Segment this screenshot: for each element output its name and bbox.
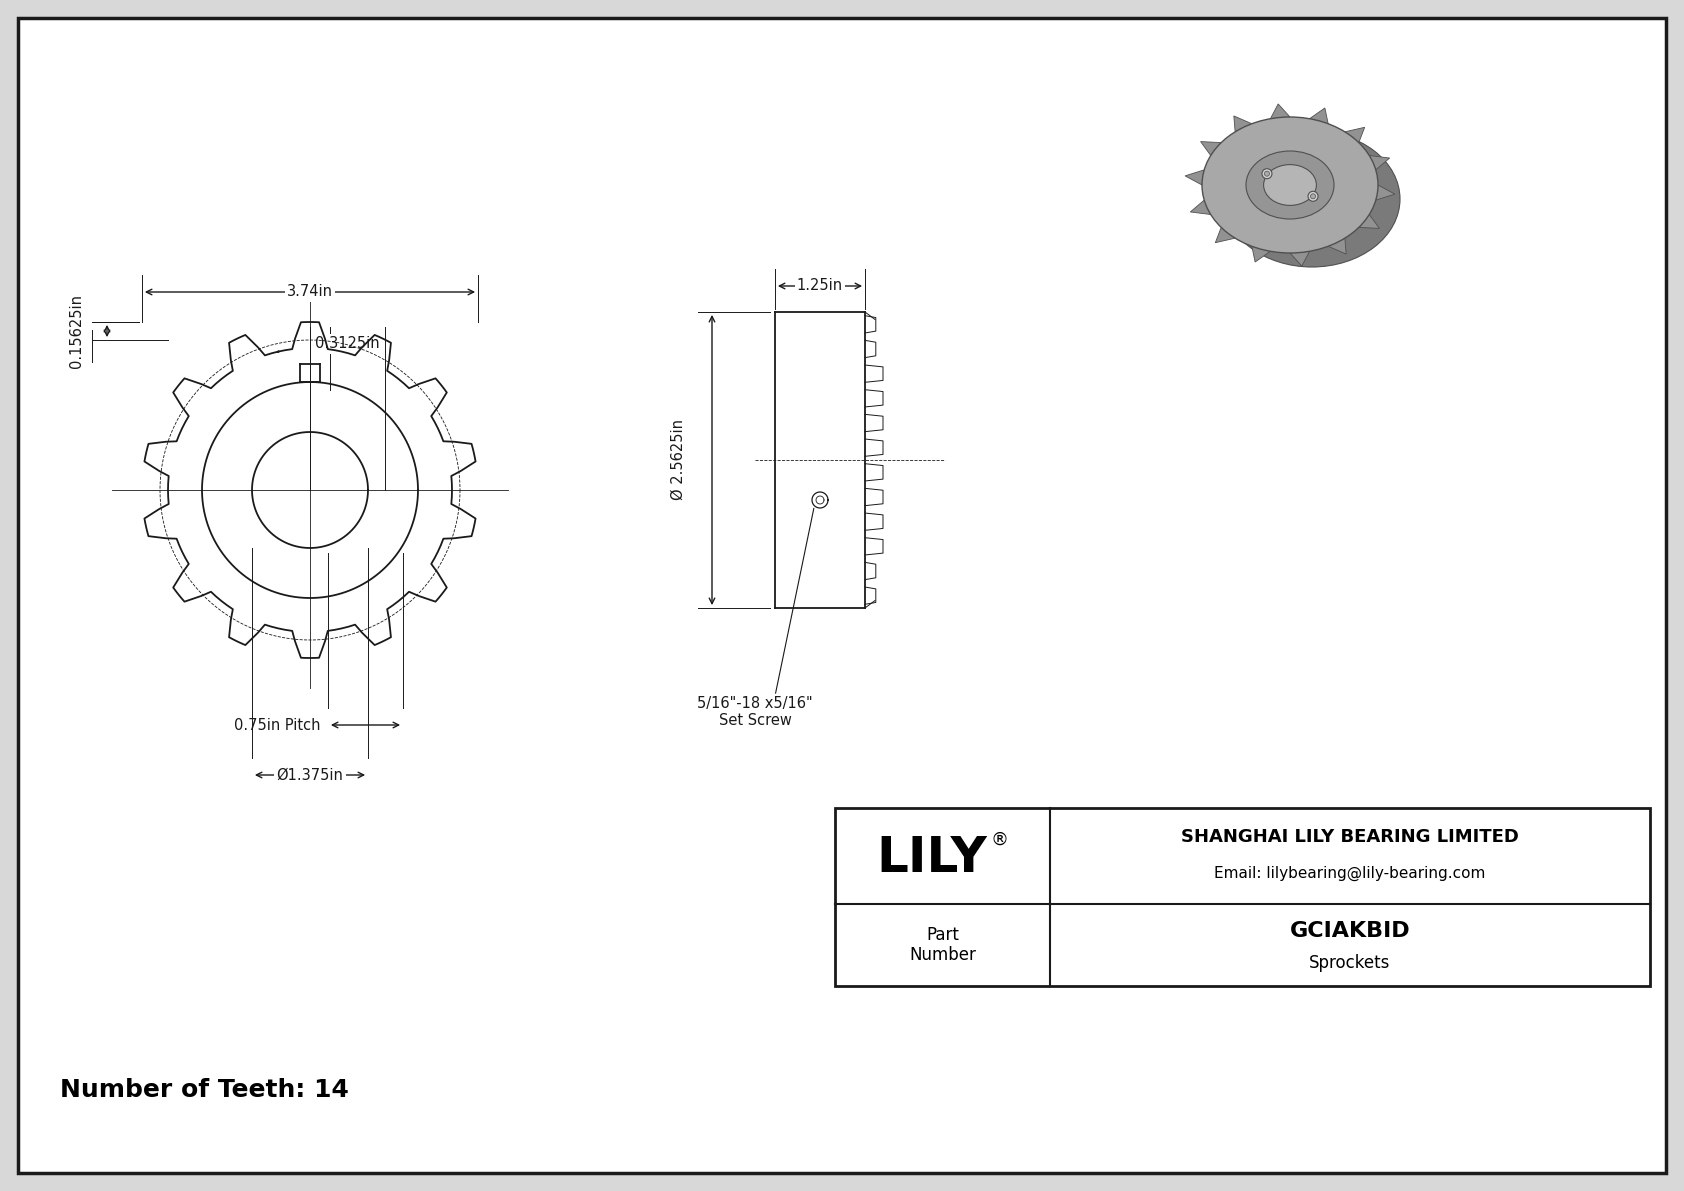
Text: 5/16"-18 x5/16"
Set Screw: 5/16"-18 x5/16" Set Screw <box>697 696 813 729</box>
Text: LILY: LILY <box>876 834 987 881</box>
Text: Part
Number: Part Number <box>909 925 977 965</box>
Polygon shape <box>1346 127 1364 143</box>
Polygon shape <box>1329 238 1346 254</box>
Ellipse shape <box>1246 151 1334 219</box>
Text: 1.25in: 1.25in <box>797 279 844 293</box>
Bar <box>835 807 1650 986</box>
Polygon shape <box>1202 137 1251 199</box>
Polygon shape <box>1251 247 1270 262</box>
Text: Ø1.375in: Ø1.375in <box>276 767 344 782</box>
Polygon shape <box>1310 108 1329 124</box>
Polygon shape <box>1246 185 1356 199</box>
Text: SHANGHAI LILY BEARING LIMITED: SHANGHAI LILY BEARING LIMITED <box>1180 828 1519 846</box>
Text: Ø 2.5625in: Ø 2.5625in <box>670 419 685 500</box>
Polygon shape <box>1290 251 1310 266</box>
Text: 3.74in: 3.74in <box>286 285 333 299</box>
Text: Number of Teeth: 14: Number of Teeth: 14 <box>61 1078 349 1102</box>
Text: 0.3125in: 0.3125in <box>315 337 379 351</box>
Polygon shape <box>1201 142 1221 156</box>
Text: Sprockets: Sprockets <box>1310 954 1391 972</box>
Ellipse shape <box>1224 131 1399 267</box>
Ellipse shape <box>1268 166 1356 233</box>
Text: 0.75in Pitch: 0.75in Pitch <box>234 717 320 732</box>
Polygon shape <box>1216 227 1234 243</box>
Text: GCIAKBID: GCIAKBID <box>1290 921 1410 941</box>
Circle shape <box>1308 192 1319 201</box>
Circle shape <box>1265 172 1270 176</box>
Polygon shape <box>1234 116 1251 132</box>
Polygon shape <box>1270 104 1290 119</box>
Text: Email: lilybearing@lily-bearing.com: Email: lilybearing@lily-bearing.com <box>1214 866 1485 881</box>
Polygon shape <box>1186 170 1204 185</box>
Text: 0.15625in: 0.15625in <box>69 294 84 368</box>
Ellipse shape <box>1202 117 1378 252</box>
Text: ®: ® <box>990 831 1009 849</box>
Ellipse shape <box>1263 164 1317 205</box>
Polygon shape <box>1369 156 1389 170</box>
Circle shape <box>1261 169 1271 179</box>
Polygon shape <box>1191 200 1211 214</box>
Circle shape <box>1310 194 1315 199</box>
Polygon shape <box>1359 214 1379 229</box>
Polygon shape <box>1376 185 1394 200</box>
